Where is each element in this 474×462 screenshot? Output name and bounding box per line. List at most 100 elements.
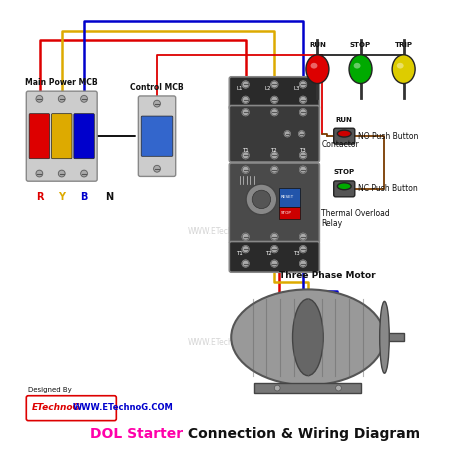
FancyBboxPatch shape <box>74 114 94 158</box>
Circle shape <box>271 246 278 253</box>
Ellipse shape <box>337 130 351 137</box>
Circle shape <box>336 385 341 391</box>
Circle shape <box>271 152 278 158</box>
Ellipse shape <box>337 183 351 190</box>
Text: STOP: STOP <box>350 42 371 48</box>
Circle shape <box>36 96 43 102</box>
FancyBboxPatch shape <box>334 128 355 144</box>
Text: WWW.ETechnoG.COM: WWW.ETechnoG.COM <box>73 403 174 412</box>
Text: Contactor: Contactor <box>321 140 359 149</box>
Text: NC Push Button: NC Push Button <box>358 184 418 194</box>
FancyBboxPatch shape <box>26 91 97 181</box>
Ellipse shape <box>292 299 323 376</box>
Circle shape <box>81 170 87 177</box>
Text: N: N <box>106 192 114 201</box>
Circle shape <box>58 170 65 177</box>
FancyBboxPatch shape <box>229 77 319 109</box>
Text: STOP: STOP <box>281 211 292 215</box>
Text: STOP: STOP <box>334 170 355 176</box>
Circle shape <box>242 81 249 88</box>
Circle shape <box>242 109 249 116</box>
Circle shape <box>271 233 278 240</box>
Text: Three Phase Motor: Three Phase Motor <box>279 271 375 280</box>
Circle shape <box>300 97 306 103</box>
Bar <box>279 207 300 219</box>
Circle shape <box>242 166 249 173</box>
Text: T3: T3 <box>293 251 300 256</box>
Circle shape <box>252 190 271 208</box>
Circle shape <box>242 233 249 240</box>
FancyBboxPatch shape <box>334 181 355 197</box>
Circle shape <box>274 385 280 391</box>
Text: B: B <box>80 192 87 201</box>
Ellipse shape <box>310 63 318 68</box>
Text: RUN: RUN <box>336 117 353 123</box>
Text: T1: T1 <box>242 148 248 153</box>
Circle shape <box>154 165 160 172</box>
Circle shape <box>242 97 249 103</box>
Circle shape <box>300 109 306 116</box>
Circle shape <box>271 260 278 267</box>
Text: WWW.ETechnoG.COM: WWW.ETechnoG.COM <box>188 338 269 346</box>
Text: WWW.ETechnoG.COM: WWW.ETechnoG.COM <box>188 227 269 237</box>
Text: Designed By: Designed By <box>28 387 72 393</box>
Text: ETechnoG: ETechnoG <box>32 403 81 412</box>
Circle shape <box>300 233 306 240</box>
Ellipse shape <box>306 55 329 84</box>
Circle shape <box>300 246 306 253</box>
FancyBboxPatch shape <box>138 96 176 176</box>
FancyBboxPatch shape <box>229 163 319 243</box>
Circle shape <box>300 260 306 267</box>
Bar <box>384 334 404 341</box>
Circle shape <box>271 97 278 103</box>
Text: Main Power MCB: Main Power MCB <box>26 79 98 87</box>
Circle shape <box>271 81 278 88</box>
Bar <box>254 383 362 393</box>
Circle shape <box>81 96 87 102</box>
Ellipse shape <box>397 63 404 68</box>
Text: DOL Starter: DOL Starter <box>90 427 183 441</box>
Text: T2: T2 <box>271 148 277 153</box>
FancyBboxPatch shape <box>141 116 173 156</box>
Circle shape <box>271 109 278 116</box>
FancyBboxPatch shape <box>52 114 72 158</box>
Text: T3: T3 <box>299 148 306 153</box>
Ellipse shape <box>354 63 361 68</box>
Ellipse shape <box>349 55 372 84</box>
Text: Connection & Wiring Diagram: Connection & Wiring Diagram <box>183 427 420 441</box>
Text: Control MCB: Control MCB <box>130 83 184 92</box>
Text: RESET: RESET <box>281 195 294 199</box>
Text: Thermal Overload
Relay: Thermal Overload Relay <box>321 209 390 228</box>
Circle shape <box>300 166 306 173</box>
FancyBboxPatch shape <box>26 396 116 420</box>
Circle shape <box>300 81 306 88</box>
Text: RUN: RUN <box>309 42 326 48</box>
Text: T2: T2 <box>265 251 272 256</box>
Circle shape <box>36 170 43 177</box>
FancyBboxPatch shape <box>229 105 319 162</box>
Circle shape <box>246 184 277 215</box>
FancyBboxPatch shape <box>229 242 319 272</box>
Circle shape <box>284 131 290 137</box>
Circle shape <box>242 152 249 158</box>
Text: L2: L2 <box>265 86 271 91</box>
Circle shape <box>271 166 278 173</box>
Text: Y: Y <box>58 192 65 201</box>
Circle shape <box>154 100 160 107</box>
Circle shape <box>58 96 65 102</box>
Text: R: R <box>36 192 44 201</box>
Text: T1: T1 <box>236 251 243 256</box>
Ellipse shape <box>392 55 415 84</box>
Ellipse shape <box>231 289 384 385</box>
Circle shape <box>242 246 249 253</box>
Text: NO Push Button: NO Push Button <box>358 132 418 141</box>
Text: L3: L3 <box>293 86 300 91</box>
Bar <box>279 188 300 207</box>
Ellipse shape <box>380 301 389 373</box>
Circle shape <box>299 131 304 137</box>
Circle shape <box>300 152 306 158</box>
Circle shape <box>242 260 249 267</box>
Text: L1: L1 <box>236 86 243 91</box>
Text: TRIP: TRIP <box>395 42 413 48</box>
FancyBboxPatch shape <box>29 114 50 158</box>
